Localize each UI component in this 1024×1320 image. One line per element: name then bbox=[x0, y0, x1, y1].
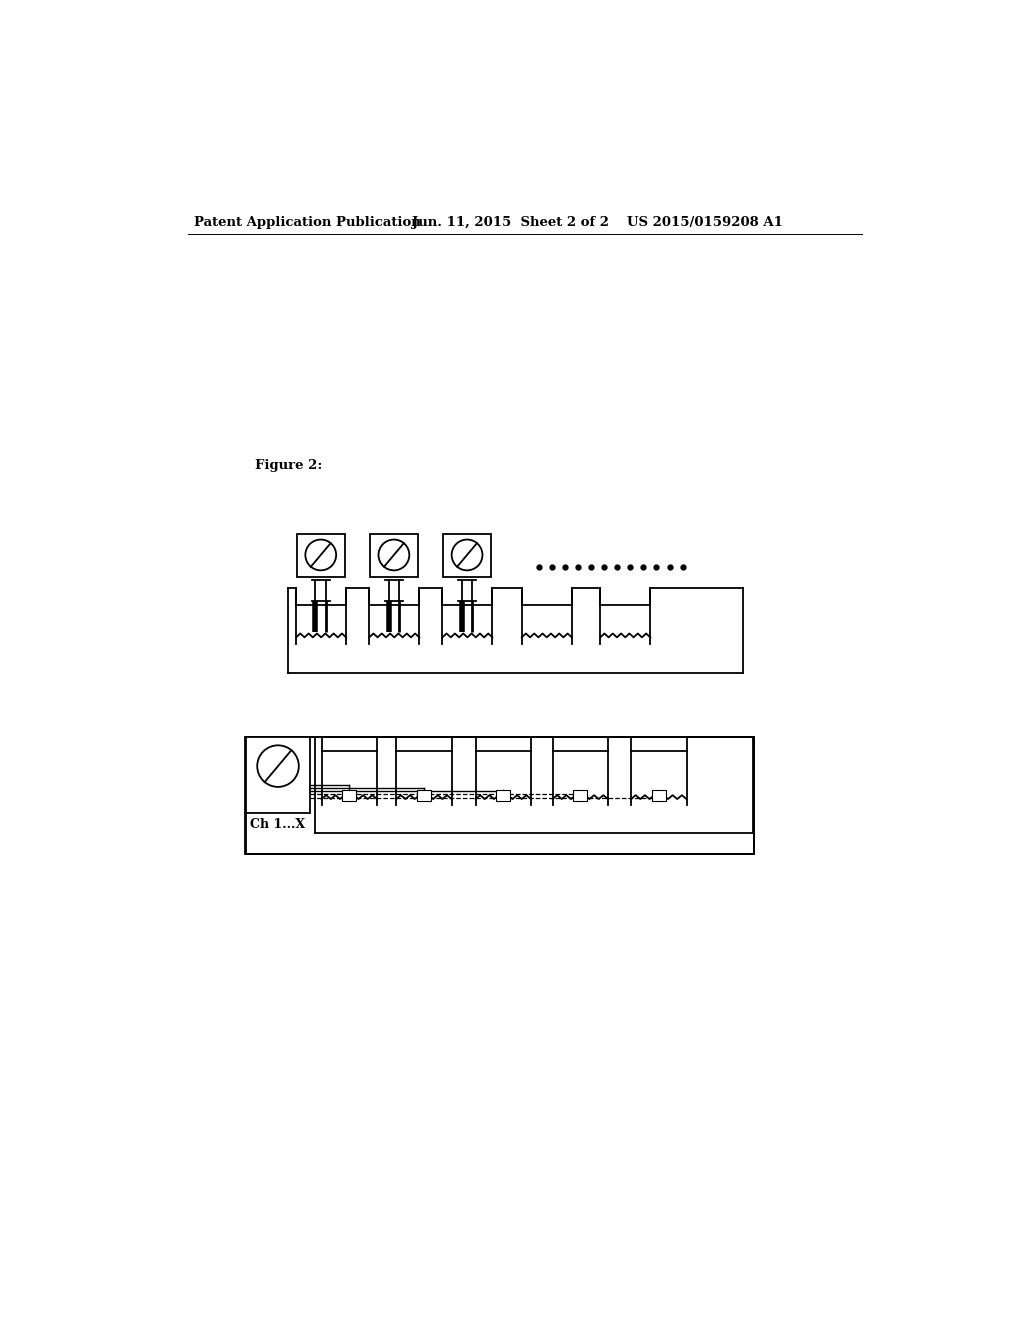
Bar bbox=[573, 789, 587, 801]
Bar bbox=[417, 789, 431, 801]
Bar bbox=[497, 789, 510, 801]
Bar bbox=[246, 738, 310, 813]
Bar bbox=[246, 738, 755, 854]
Bar bbox=[297, 535, 345, 577]
Text: Patent Application Publication: Patent Application Publication bbox=[194, 216, 421, 230]
Bar bbox=[342, 789, 356, 801]
Bar bbox=[245, 738, 755, 854]
Bar bbox=[370, 535, 418, 577]
Bar bbox=[443, 535, 490, 577]
Text: US 2015/0159208 A1: US 2015/0159208 A1 bbox=[628, 216, 783, 230]
Bar bbox=[652, 789, 666, 801]
Text: Ch 1...X: Ch 1...X bbox=[251, 817, 305, 830]
Text: Figure 2:: Figure 2: bbox=[255, 459, 323, 471]
Text: Jun. 11, 2015  Sheet 2 of 2: Jun. 11, 2015 Sheet 2 of 2 bbox=[412, 216, 608, 230]
